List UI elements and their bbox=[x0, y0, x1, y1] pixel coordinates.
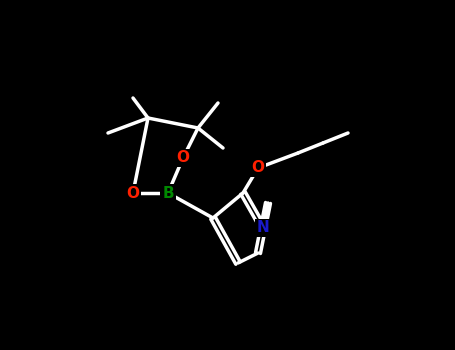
Text: O: O bbox=[177, 150, 189, 166]
Text: O: O bbox=[126, 186, 140, 201]
Text: O: O bbox=[252, 161, 264, 175]
Text: B: B bbox=[162, 186, 174, 201]
Text: N: N bbox=[257, 220, 269, 236]
